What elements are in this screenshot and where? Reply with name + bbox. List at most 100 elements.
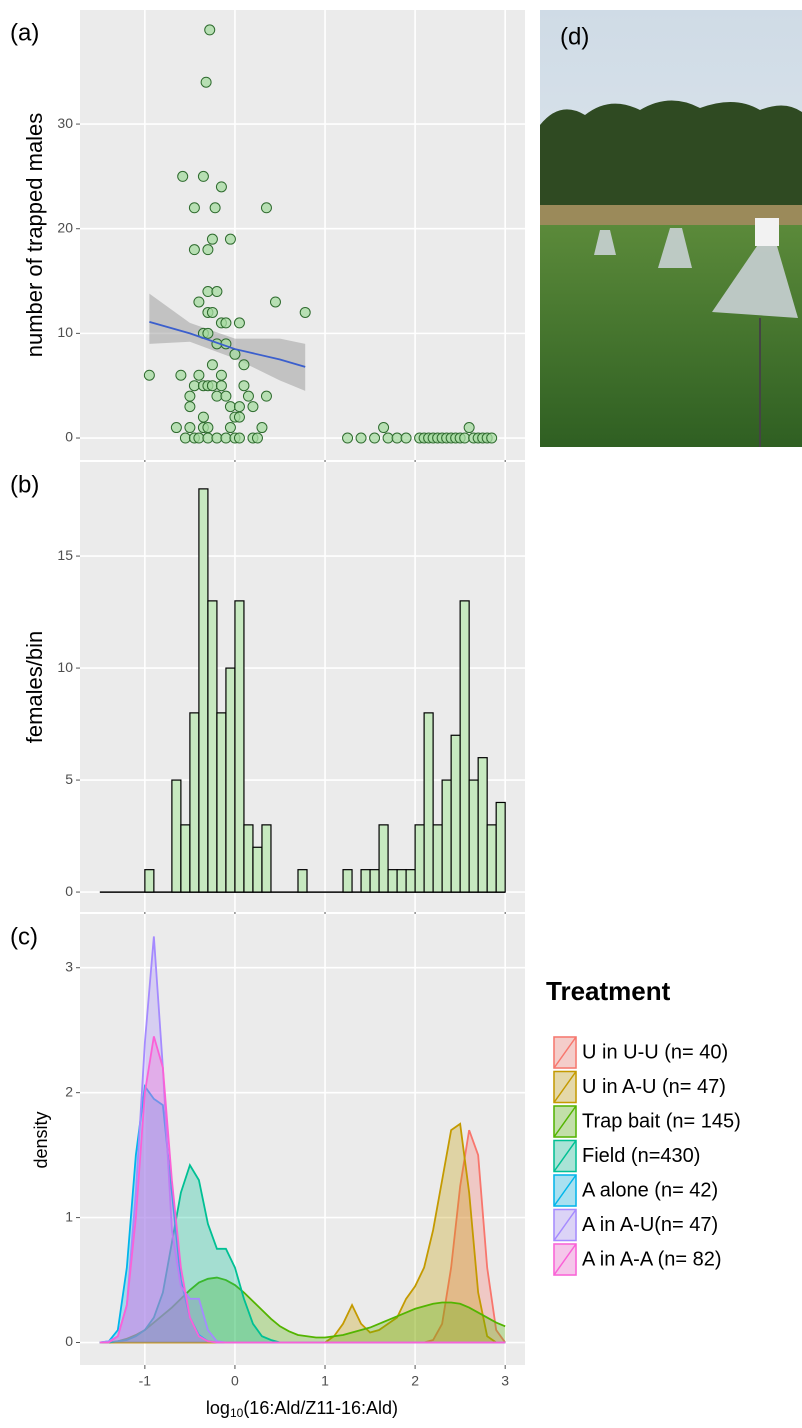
point xyxy=(486,432,498,444)
bar xyxy=(423,712,434,893)
legend-key-line xyxy=(553,1174,577,1207)
photo-trees xyxy=(540,100,802,215)
point xyxy=(260,202,272,214)
point xyxy=(269,296,281,308)
point xyxy=(206,306,218,318)
point xyxy=(220,390,232,402)
point xyxy=(220,317,232,329)
legend-key-line xyxy=(553,1140,577,1172)
y-tick-label: 0 xyxy=(65,429,73,445)
point xyxy=(382,432,394,444)
y-tick-label: 0 xyxy=(65,883,73,899)
bar xyxy=(225,667,236,893)
point xyxy=(188,380,200,392)
point xyxy=(179,432,191,444)
plot-background xyxy=(80,10,525,460)
density-area xyxy=(99,1130,506,1343)
point xyxy=(211,390,223,402)
bar xyxy=(432,824,443,893)
legend-key-line xyxy=(553,1105,577,1138)
point xyxy=(247,401,259,413)
point xyxy=(206,233,218,245)
legend-key-line xyxy=(553,1071,577,1103)
x-axis-title-subscript: 10 xyxy=(230,1406,244,1420)
fit-line xyxy=(149,320,306,368)
point xyxy=(193,432,205,444)
point xyxy=(215,369,227,381)
density-area xyxy=(99,1086,506,1343)
point xyxy=(342,432,354,444)
y-tick-label: 10 xyxy=(57,324,73,340)
point xyxy=(184,422,196,434)
point xyxy=(202,286,214,298)
y-axis-title: density xyxy=(31,1111,51,1168)
photo: (d) xyxy=(540,10,802,447)
point xyxy=(220,432,232,444)
point xyxy=(204,24,216,36)
point xyxy=(202,422,214,434)
x-tick-label: 2 xyxy=(411,1373,419,1389)
bar xyxy=(387,869,398,893)
bar xyxy=(216,712,227,893)
photo-crop xyxy=(540,205,802,227)
bar xyxy=(477,757,488,893)
y-tick-label: 1 xyxy=(65,1208,73,1224)
bar xyxy=(207,600,218,893)
point xyxy=(184,401,196,413)
x-axis-title: log10(16:Ald/Z11-16:Ald) xyxy=(206,1398,398,1420)
point xyxy=(211,432,223,444)
point xyxy=(170,422,182,434)
density-area xyxy=(99,1165,506,1343)
bar xyxy=(459,600,470,893)
bar xyxy=(297,869,308,893)
legend-key-line xyxy=(553,1209,577,1241)
y-axis-title: females/bin xyxy=(22,631,47,744)
y-tick-label: 0 xyxy=(65,1333,73,1349)
photo-trap xyxy=(712,246,798,318)
density-line xyxy=(99,1276,506,1344)
bar xyxy=(396,869,407,893)
legend-label: Field (n=430) xyxy=(582,1145,700,1167)
panel-label: (b) xyxy=(10,471,39,498)
point xyxy=(197,170,209,182)
y-axis-title: number of trapped males xyxy=(22,113,47,358)
point xyxy=(193,369,205,381)
point xyxy=(209,202,221,214)
bar xyxy=(414,824,425,893)
panel-label: (a) xyxy=(10,19,39,46)
point xyxy=(202,244,214,256)
bar xyxy=(171,779,182,893)
point xyxy=(378,422,390,434)
legend-label: U in A-U (n= 47) xyxy=(582,1076,726,1098)
point xyxy=(242,390,254,402)
x-axis-title-rest: (16:Ald/Z11-16:Ald) xyxy=(243,1398,398,1418)
bar xyxy=(405,869,416,893)
point xyxy=(224,401,236,413)
bar xyxy=(486,824,497,893)
legend-label: A in A-A (n= 82) xyxy=(582,1248,722,1270)
point xyxy=(299,306,311,318)
x-tick-label: -1 xyxy=(139,1373,152,1389)
point xyxy=(233,411,245,423)
bar xyxy=(189,712,200,893)
point xyxy=(459,432,471,444)
point xyxy=(184,390,196,402)
density-area xyxy=(99,936,506,1343)
point xyxy=(369,432,381,444)
point xyxy=(177,170,189,182)
legend-key-line xyxy=(553,1036,577,1069)
legend-key-line xyxy=(553,1243,577,1276)
x-tick-label: 0 xyxy=(231,1373,239,1389)
x-tick-label: 3 xyxy=(501,1373,509,1389)
point xyxy=(355,432,367,444)
point xyxy=(233,401,245,413)
y-tick-label: 5 xyxy=(65,771,73,787)
point xyxy=(233,317,245,329)
bar xyxy=(261,824,272,893)
point xyxy=(224,233,236,245)
panel-label: (c) xyxy=(10,923,38,950)
y-tick-label: 20 xyxy=(57,219,73,235)
point xyxy=(260,390,272,402)
